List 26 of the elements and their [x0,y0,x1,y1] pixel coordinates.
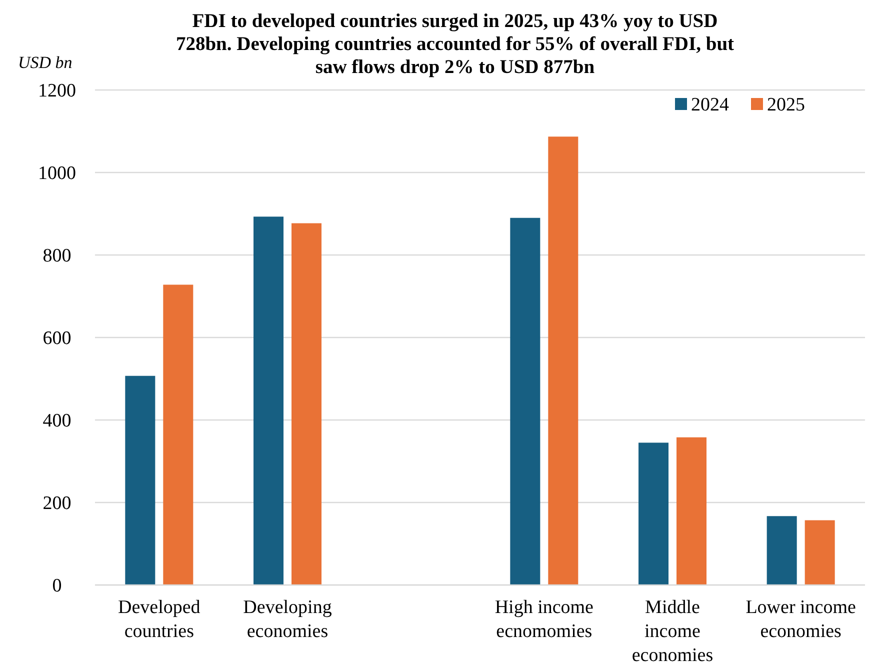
bar [766,516,797,585]
y-tick-label: 1200 [38,80,76,102]
chart-title: FDI to developed countries surged in 2025, up 43% yoy to USD 728bn. Developing countries accounted for 55% of overall FDI, but saw flows drop 2% to USD 877bn [176,11,735,78]
y-tick-label: 1000 [38,163,76,184]
bar [254,216,284,585]
y-tick-label: 400 [42,410,72,432]
bar [292,223,322,585]
bar [163,284,194,585]
x-tick-label: Lower income economies [746,597,856,642]
y-axis-title: USD bn [18,53,72,72]
bar [548,136,578,585]
legend-label: 2024 [691,94,730,116]
x-tick-label: Developed countries [118,597,201,642]
bar [804,520,835,585]
x-tick-label: Developing economies [243,597,332,642]
bar [510,218,540,585]
bar [125,376,156,585]
legend-label: 2025 [767,94,805,116]
y-tick-label: 800 [42,246,72,267]
y-tick-label: 200 [42,493,72,514]
bar [638,442,668,585]
y-tick-label: 600 [42,328,72,350]
bar [676,437,706,585]
x-tick-label: Middle income economies [632,597,714,666]
x-tick-label: High income ecnomomies [494,597,594,642]
y-tick-label: 0 [52,576,62,597]
